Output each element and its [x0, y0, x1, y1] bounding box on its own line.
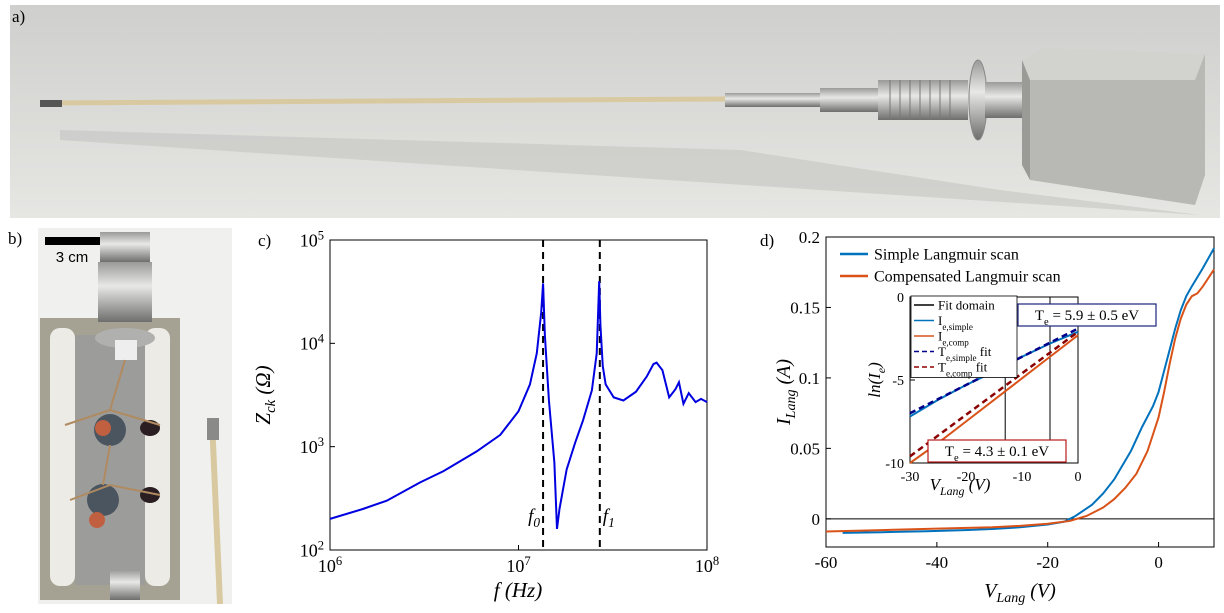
panel-label: d) — [760, 231, 774, 250]
y-tick-label: -5 — [892, 374, 904, 389]
x-tick-label: -40 — [926, 553, 949, 572]
annotation-box — [927, 439, 1067, 463]
y-tick-label: 103​ — [300, 435, 324, 457]
x-tick-label: 108​ — [695, 554, 719, 576]
x-tick-label: -20 — [957, 470, 976, 485]
marker-label: f0​ — [528, 506, 540, 530]
y-tick-label: 0.15 — [790, 298, 820, 317]
y-tick-label: -10 — [885, 457, 904, 472]
x-axis-label: VLang (V) — [930, 475, 991, 498]
panel-label: c) — [258, 231, 271, 250]
x-tick-label: 106​ — [318, 554, 342, 576]
x-tick-label: -20 — [1036, 553, 1059, 572]
y-tick-label: 0.05 — [790, 439, 820, 458]
chart: -30 -20 -10 0 -10 -5 0 VLang (V) ln(Ie) Fit domai… — [865, 291, 1157, 498]
y-tick-label: 105​ — [300, 228, 324, 250]
x-tick-label: 0 — [1075, 470, 1082, 485]
y-axis-label: ln(Ie) — [865, 362, 888, 398]
series-line — [825, 268, 1215, 533]
chart: 106​ 107​ 108​ 102​ 103​ 104​ 105​ f (Hz) Zck (Ω… — [251, 228, 719, 602]
y-axis-label: ILang (A) — [773, 359, 799, 426]
y-tick-label: 0 — [897, 291, 904, 306]
marker-label: f1​ — [603, 506, 615, 530]
panel-label: b) — [8, 229, 22, 248]
axes-frame — [329, 239, 708, 551]
legend-label: Te,simple fit — [938, 344, 992, 363]
x-axis-label: f (Hz) — [494, 578, 542, 602]
y-tick-label: 0.2 — [799, 228, 820, 247]
axes-frame — [825, 236, 1215, 548]
scale-bar-label: 3 cm — [56, 249, 89, 266]
legend-label: Te,comp fit — [938, 360, 988, 379]
x-tick-label: -30 — [901, 470, 920, 485]
y-tick-label: 104​ — [300, 332, 325, 354]
legend-label: Fit domain — [938, 298, 995, 313]
x-tick-label: 107​ — [506, 554, 530, 576]
panel-label: a) — [12, 7, 25, 26]
x-tick-label: -60 — [815, 553, 838, 572]
y-axis-label: Zck (Ω) — [251, 365, 279, 424]
annotation: Te = 5.9 ± 0.5 eV — [1035, 308, 1139, 328]
x-axis-label: VLang (V) — [984, 580, 1056, 606]
y-tick-label: 0.1 — [799, 369, 820, 388]
legend-label: Compensated Langmuir scan — [874, 269, 1061, 286]
y-tick-label: 0 — [812, 510, 821, 529]
series-line — [329, 281, 708, 530]
x-tick-label: -10 — [1013, 470, 1032, 485]
photo-box — [38, 228, 232, 605]
series-line — [842, 247, 1215, 534]
legend-label: Ie,simple​ — [938, 313, 973, 332]
chart: -60 -40 -20 0 0 0.05 0.1 0.15 0.2 VLang (V) ILang … — [773, 228, 1215, 606]
legend-label: Simple Langmuir scan — [874, 247, 1019, 264]
photo-probe — [10, 5, 1220, 218]
annotation: Te = 4.3 ± 0.1 eV — [945, 444, 1049, 464]
annotation-box — [1017, 303, 1157, 327]
x-tick-label: 0 — [1154, 553, 1163, 572]
series-line — [909, 330, 1079, 458]
y-tick-label: 102​ — [300, 538, 324, 560]
legend-label: Ie,comp​ — [938, 329, 969, 348]
